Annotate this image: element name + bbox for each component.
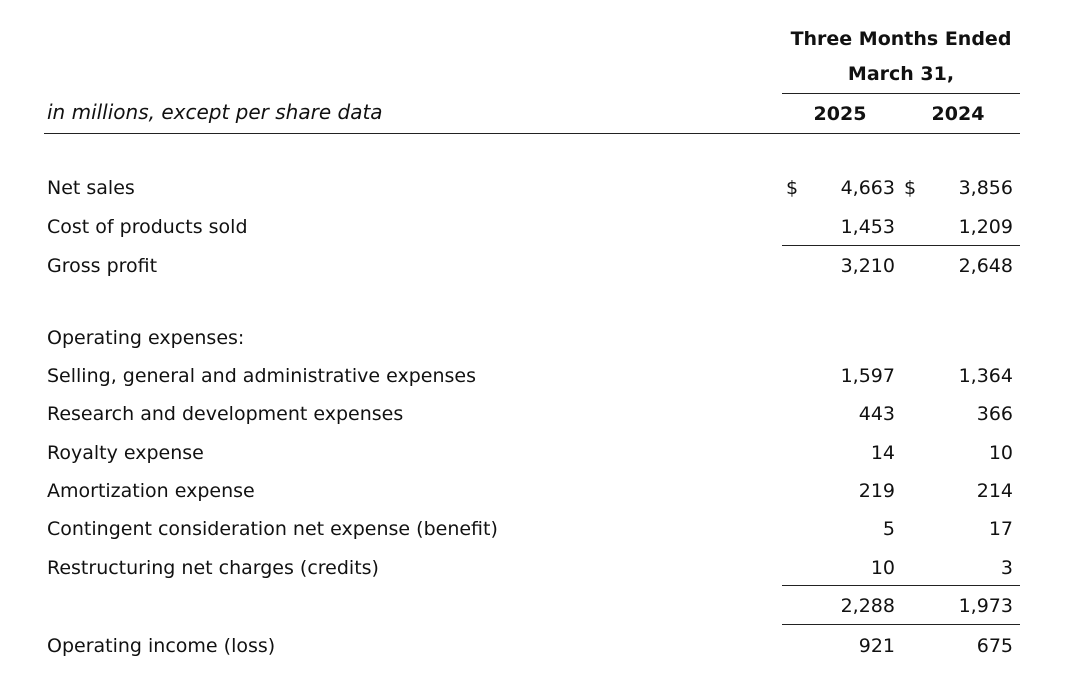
value-sga-expenses-current: 1,597 [840, 365, 895, 387]
value-cost-of-products-sold-prior: 1,209 [958, 216, 1013, 238]
value-gross-profit-current: 3,210 [840, 255, 895, 277]
currency-symbol-current: $ [786, 177, 799, 199]
value-royalty-expense-current: 14 [870, 442, 895, 464]
currency-symbol-prior: $ [904, 177, 917, 199]
row-label-sga-expenses: Selling, general and administrative expe… [47, 365, 477, 387]
value-contingent-consideration-prior: 17 [988, 518, 1013, 540]
subtotal-rule-operating-expenses [782, 585, 1020, 586]
value-operating-income-current: 921 [858, 635, 895, 657]
row-label-gross-profit: Gross profit [47, 255, 158, 277]
value-contingent-consideration-current: 5 [882, 518, 895, 540]
row-label-operating-income: Operating income (loss) [47, 635, 276, 657]
subtotal-rule-operating-income [782, 624, 1020, 625]
value-amortization-expense-prior: 214 [976, 480, 1013, 502]
row-label-restructuring-charges: Restructuring net charges (credits) [47, 557, 379, 579]
value-total-operating-expenses-prior: 1,973 [958, 595, 1013, 617]
row-label-contingent-consideration: Contingent consideration net expense (be… [47, 518, 498, 540]
value-rd-expenses-current: 443 [858, 403, 895, 425]
header-bottom-rule [44, 133, 1020, 134]
year-current-header: 2025 [813, 103, 867, 125]
header-underline [782, 93, 1020, 94]
value-net-sales-prior: 3,856 [958, 177, 1013, 199]
value-sga-expenses-prior: 1,364 [958, 365, 1013, 387]
value-restructuring-charges-prior: 3 [1000, 557, 1013, 579]
year-prior-header: 2024 [931, 103, 985, 125]
value-royalty-expense-prior: 10 [988, 442, 1013, 464]
period-header-line1: Three Months Ended [790, 28, 1012, 50]
value-gross-profit-prior: 2,648 [958, 255, 1013, 277]
units-caption: in millions, except per share data [47, 100, 383, 124]
value-amortization-expense-current: 219 [858, 480, 895, 502]
value-cost-of-products-sold-current: 1,453 [840, 216, 895, 238]
row-label-cost-of-products-sold: Cost of products sold [47, 216, 248, 238]
value-restructuring-charges-current: 10 [870, 557, 895, 579]
value-operating-income-prior: 675 [976, 635, 1013, 657]
section-heading-operating-expenses: Operating expenses: [47, 327, 245, 349]
subtotal-rule-gross-profit [782, 245, 1020, 246]
value-net-sales-current: 4,663 [840, 177, 895, 199]
value-total-operating-expenses-current: 2,288 [840, 595, 895, 617]
row-label-royalty-expense: Royalty expense [47, 442, 204, 464]
period-header-line2: March 31, [847, 63, 955, 85]
row-label-amortization-expense: Amortization expense [47, 480, 255, 502]
value-rd-expenses-prior: 366 [976, 403, 1013, 425]
row-label-rd-expenses: Research and development expenses [47, 403, 404, 425]
row-label-net-sales: Net sales [47, 177, 135, 199]
